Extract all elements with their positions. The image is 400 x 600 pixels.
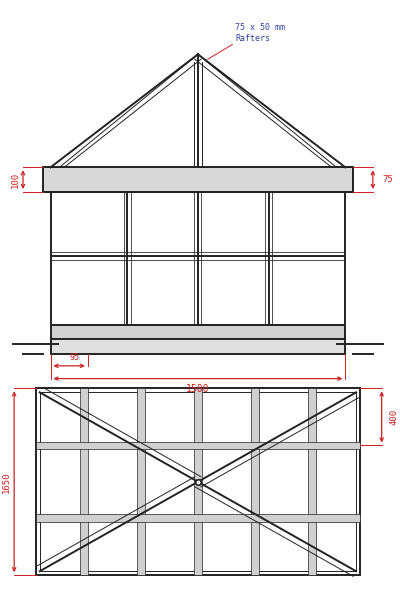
- Bar: [194, 388, 202, 575]
- Bar: [36, 442, 360, 449]
- Bar: [50, 192, 345, 325]
- Bar: [36, 388, 360, 575]
- Bar: [50, 340, 345, 354]
- Bar: [251, 388, 259, 575]
- Text: 1500: 1500: [186, 383, 210, 394]
- Bar: [40, 392, 356, 571]
- Bar: [43, 167, 353, 192]
- Text: 100: 100: [11, 172, 20, 188]
- Text: 1650: 1650: [2, 471, 11, 493]
- Text: 400: 400: [390, 409, 398, 425]
- Text: 75 x 50 mm
Rafters: 75 x 50 mm Rafters: [235, 23, 285, 43]
- Text: 95: 95: [69, 353, 79, 362]
- Text: 75: 75: [383, 175, 394, 184]
- Bar: [50, 325, 345, 340]
- Bar: [137, 388, 145, 575]
- Bar: [308, 388, 316, 575]
- Bar: [80, 388, 88, 575]
- Bar: [36, 514, 360, 522]
